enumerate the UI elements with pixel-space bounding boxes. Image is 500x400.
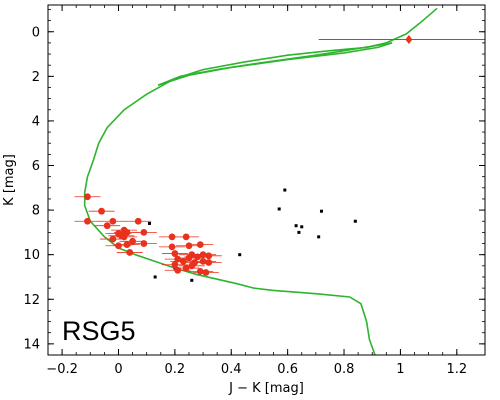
member-star-point [199,257,207,265]
member-star-point [120,233,128,241]
member-star-point [182,233,190,241]
member-star-point [174,255,182,263]
y-tick-label: 14 [23,337,40,352]
y-tick-label: 12 [23,293,40,308]
member-star-point [188,262,196,270]
member-star-point [174,266,182,274]
member-star-point [205,252,213,260]
reference-star-point [405,35,413,45]
x-axis: −0.2 0 0.2 0.4 0.6 0.8 1 1.2 [46,5,467,377]
x-tick-label: 0.6 [277,362,298,377]
y-tick-label: 2 [32,70,40,85]
x-axis-label: J − K [mag] [228,381,304,396]
member-star-point [168,243,176,251]
y-tick-label: 4 [32,114,40,129]
x-tick-label: 1.2 [446,362,467,377]
cluster-members [74,193,222,276]
isochrone-line [83,7,438,355]
y-axis-label: K [mag] [2,154,17,206]
member-star-point [168,233,176,241]
y-tick-label: 10 [23,248,40,263]
member-star-point [109,217,117,225]
member-star-point [103,222,111,230]
x-tick-label: 0.8 [334,362,355,377]
field-star-point [319,209,323,213]
field-star-point [147,221,151,225]
isochrone-line [157,42,393,87]
member-star-point [115,242,122,250]
member-star-point [199,251,207,259]
y-axis: 0 2 4 6 8 10 12 14 [23,9,485,352]
plot-frame [47,4,486,356]
x-tick-label: 1 [396,362,404,377]
field-star-point [300,225,304,229]
member-star-point [123,241,131,249]
reference-star [318,35,485,45]
member-star-point [109,235,117,243]
member-star-point [126,249,134,256]
member-star-point [194,253,201,261]
member-star-point [134,217,142,225]
x-tick-label: 0 [114,362,122,377]
y-tick-label: 6 [32,159,40,174]
field-star-point [190,278,194,282]
field-star-point [283,188,287,192]
member-star-point [205,259,213,266]
member-star-point [84,193,91,201]
field-star-point [317,235,321,239]
field-star-point [297,230,301,234]
field-star-point [153,275,157,279]
member-star-point [98,207,105,215]
member-star-point [182,264,190,272]
member-star-point [129,237,136,245]
field-star-point [277,207,281,211]
member-star-point [84,217,91,225]
member-star-point [171,261,179,269]
field-star-point [294,224,298,228]
cluster-name-annotation: RSG5 [62,316,136,346]
x-tick-label: 0.2 [165,362,186,377]
member-star-point [185,254,193,262]
member-star-point [202,269,210,276]
isochrone-curves [83,7,438,355]
field-star-point [238,253,242,257]
member-star-point [171,250,179,257]
x-tick-label: −0.2 [46,362,78,377]
field-star-point [353,219,357,223]
member-star-point [196,268,204,275]
member-star-point [185,242,193,250]
member-star-point [196,241,204,249]
y-tick-label: 0 [32,25,40,40]
y-tick-label: 8 [32,204,40,219]
member-star-point [140,240,148,247]
x-tick-label: 0.4 [221,362,242,377]
member-star-point [179,257,187,265]
member-star-point [140,228,148,236]
